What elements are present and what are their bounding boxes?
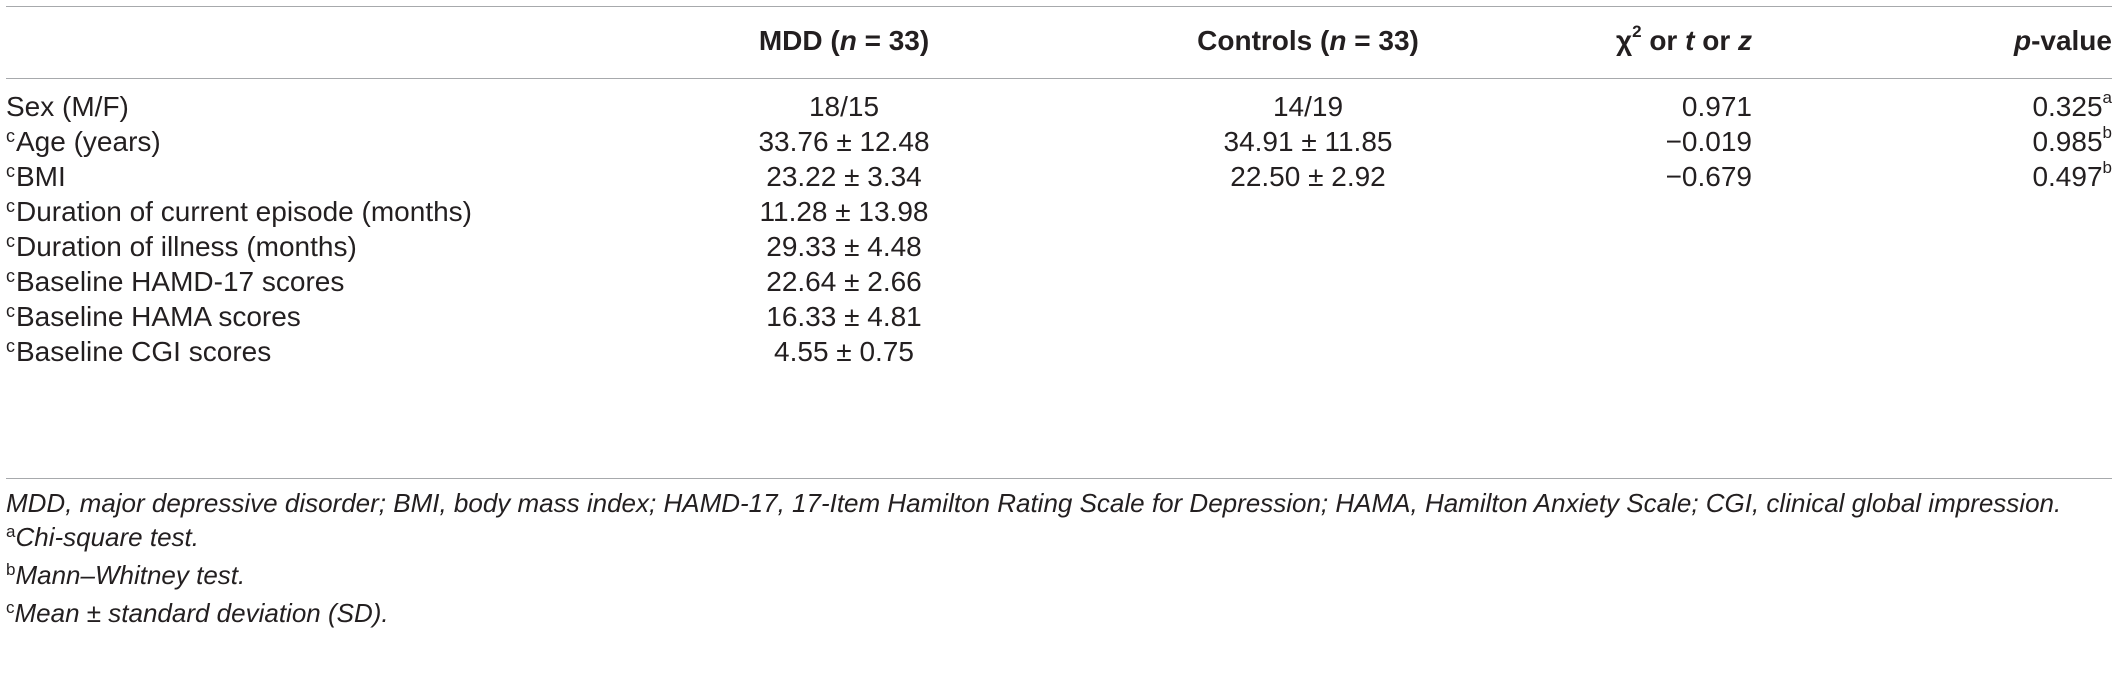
footnote-marker: c: [6, 336, 15, 356]
cell-mdd: 11.28 ± 13.98: [759, 196, 929, 227]
row-label-text: Age (years): [16, 126, 161, 157]
p-value-footnote-marker: b: [2102, 122, 2112, 142]
row-label-text: Baseline HAMA scores: [16, 301, 301, 332]
cell-statistic: 0.971: [1681, 91, 1752, 122]
cell-p-value: 0.325a: [1812, 87, 2112, 124]
footnote-marker: c: [6, 266, 15, 286]
cell-controls: 22.50 ± 2.92: [1230, 161, 1386, 192]
cell-mdd: 33.76 ± 12.48: [758, 126, 930, 157]
p-value-footnote-marker: a: [2102, 87, 2112, 107]
footnote-marker: c: [6, 301, 15, 321]
cell-statistic: −0.019: [1665, 126, 1752, 157]
row-label: cAge (years): [6, 125, 161, 162]
cell-controls: 34.91 ± 11.85: [1223, 126, 1393, 157]
cell-p-value: 0.497b: [1812, 157, 2112, 194]
row-label-text: Duration of current episode (months): [16, 196, 472, 227]
row-label: cBaseline CGI scores: [6, 335, 271, 372]
footnote-c: cMean ± standard deviation (SD).: [6, 598, 389, 628]
header-p-value: p-value: [2013, 25, 2112, 56]
footnote-marker: c: [6, 196, 15, 216]
p-value-text: 0.985: [2032, 126, 2103, 157]
cell-controls: 14/19: [1272, 91, 1344, 122]
footnote-b: bMann–Whitney test.: [6, 560, 246, 590]
header-rule: [6, 78, 2112, 79]
cell-mdd: 29.33 ± 4.48: [766, 231, 922, 262]
footnote-marker: c: [6, 126, 15, 146]
cell-mdd: 18/15: [808, 91, 880, 122]
row-label: cBMI: [6, 160, 66, 197]
table-bottom-rule: [6, 478, 2112, 479]
p-value-text: 0.497: [2032, 161, 2103, 192]
abbreviations-note: MDD, major depressive disorder; BMI, bod…: [6, 488, 2062, 518]
footnote-a: aChi-square test.: [6, 522, 199, 552]
row-label: cDuration of current episode (months): [6, 195, 472, 232]
p-value-text: 0.325: [2032, 91, 2103, 122]
header-mdd: MDD (n = 33): [758, 25, 930, 56]
row-label: cBaseline HAMA scores: [6, 300, 301, 337]
row-label-text: Baseline CGI scores: [16, 336, 272, 367]
row-label: cDuration of illness (months): [6, 230, 357, 267]
cell-mdd: 4.55 ± 0.75: [774, 336, 914, 367]
p-value-footnote-marker: b: [2102, 157, 2112, 177]
row-label-text: Duration of illness (months): [16, 231, 357, 262]
table-top-rule: [6, 6, 2112, 7]
cell-p-value: 0.985b: [1812, 122, 2112, 159]
footnote-marker: c: [6, 161, 15, 181]
row-label: cBaseline HAMD-17 scores: [6, 265, 344, 302]
cell-mdd: 23.22 ± 3.34: [766, 161, 922, 192]
table-notes: MDD, major depressive disorder; BMI, bod…: [6, 486, 2112, 634]
header-controls: Controls (n = 33): [1197, 25, 1419, 56]
row-label-text: Baseline HAMD-17 scores: [16, 266, 345, 297]
header-statistic: χ2 or t or z: [1615, 21, 1752, 56]
cell-mdd: 16.33 ± 4.81: [766, 301, 922, 332]
row-label-text: BMI: [16, 161, 66, 192]
cell-statistic: −0.679: [1665, 161, 1752, 192]
row-label-text: Sex (M/F): [6, 91, 129, 122]
cell-mdd: 22.64 ± 2.66: [766, 266, 922, 297]
row-label: Sex (M/F): [6, 90, 129, 124]
footnote-marker: c: [6, 231, 15, 251]
